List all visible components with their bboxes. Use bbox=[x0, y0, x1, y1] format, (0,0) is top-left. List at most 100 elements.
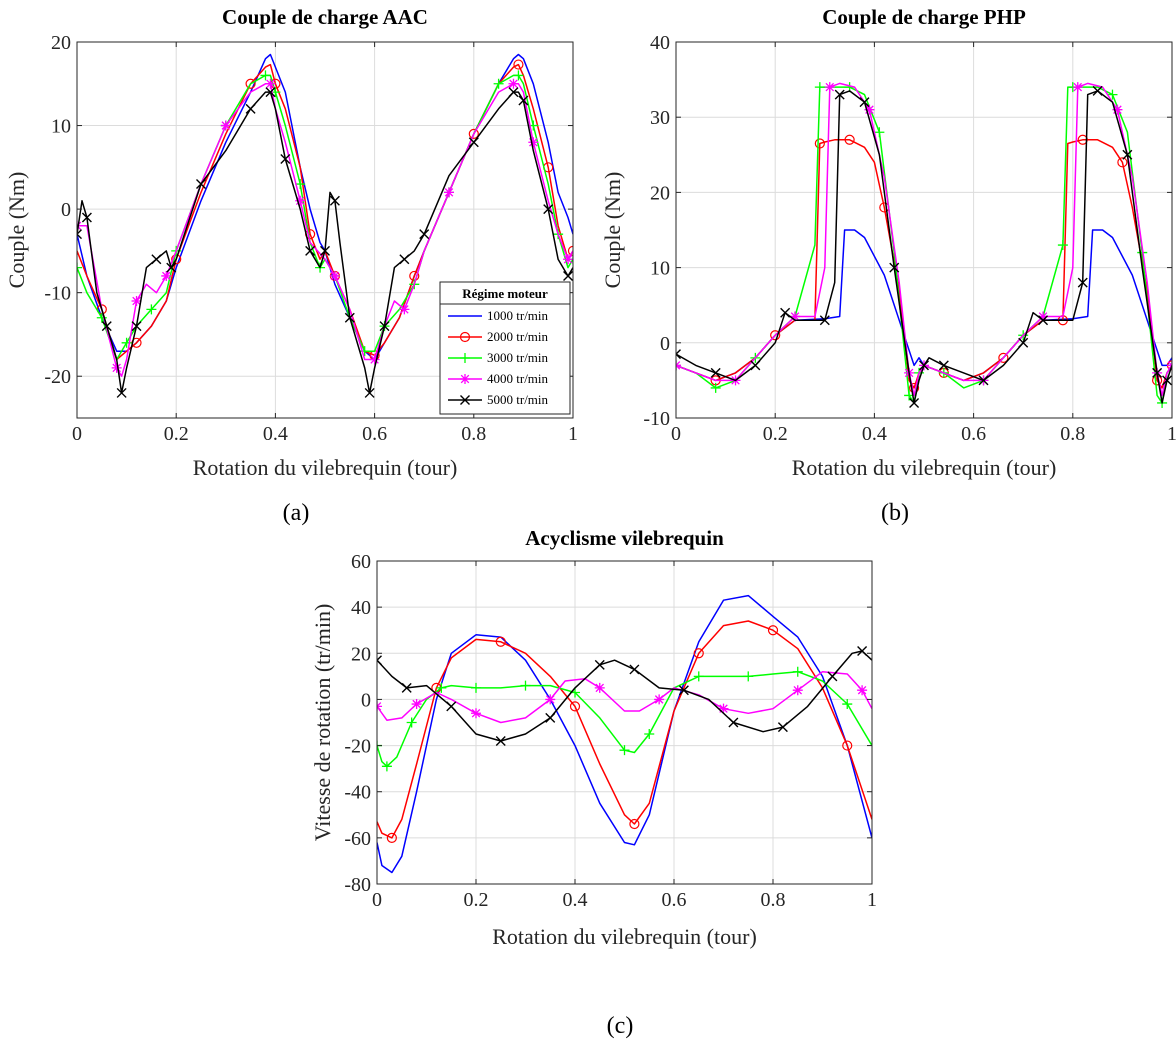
series-marker-4 bbox=[369, 354, 380, 365]
series-marker-3 bbox=[406, 717, 417, 728]
series-marker-3 bbox=[710, 382, 721, 393]
series-marker-4 bbox=[295, 195, 306, 206]
series-marker-4 bbox=[471, 708, 481, 719]
series-marker-5 bbox=[819, 315, 830, 326]
series-marker-2 bbox=[569, 701, 581, 712]
series-marker-5 bbox=[827, 671, 838, 682]
series-marker-2 bbox=[245, 78, 256, 89]
series-marker-2 bbox=[1117, 157, 1128, 168]
series-marker-4 bbox=[528, 137, 539, 148]
panel-caption: (b) bbox=[881, 500, 909, 526]
series-marker-5 bbox=[377, 655, 382, 666]
y-tick-label: 10 bbox=[51, 116, 71, 138]
series-marker-5 bbox=[81, 212, 92, 223]
series-marker-3 bbox=[619, 745, 630, 756]
x-tick-label: 0.8 bbox=[761, 889, 786, 911]
y-tick-label: 0 bbox=[361, 689, 371, 711]
series-marker-5 bbox=[1092, 85, 1103, 96]
series-marker-5 bbox=[399, 254, 410, 265]
series-marker-5 bbox=[909, 397, 920, 408]
y-tick-label: 20 bbox=[51, 32, 71, 54]
series-marker-5 bbox=[777, 722, 788, 733]
series-marker-5 bbox=[728, 717, 739, 728]
series-marker-5 bbox=[1018, 337, 1029, 348]
legend-entry: 4000 tr/min bbox=[487, 371, 549, 386]
series-marker-5 bbox=[1162, 375, 1172, 386]
legend-marker bbox=[460, 353, 470, 363]
x-tick-label: 0 bbox=[671, 423, 681, 445]
series-marker-2 bbox=[814, 138, 825, 149]
y-tick-label: 0 bbox=[61, 199, 71, 221]
series-marker-5 bbox=[265, 87, 276, 98]
panel-caption: (c) bbox=[607, 1013, 634, 1039]
y-tick-label: 40 bbox=[650, 32, 670, 54]
x-axis-label: Rotation du vilebrequin (tour) bbox=[792, 455, 1057, 480]
series-group bbox=[676, 82, 1172, 408]
legend-title: Régime moteur bbox=[462, 286, 548, 301]
series-marker-5 bbox=[379, 321, 390, 332]
x-tick-label: 0.2 bbox=[763, 423, 788, 445]
series-marker-3 bbox=[359, 346, 370, 357]
x-tick-label: 0.2 bbox=[464, 889, 489, 911]
series-marker-2 bbox=[513, 59, 524, 70]
y-axis-label: Vitesse de rotation (tr/min) bbox=[310, 604, 335, 842]
x-tick-label: 1 bbox=[568, 423, 578, 445]
series-marker-5 bbox=[116, 387, 127, 398]
y-tick-label: 60 bbox=[351, 551, 371, 573]
chart-panel-2: 0 0.2 0.4 0.6 0.8 1 -80 -60 -40 -20 0 20 40 60 Acyclis… bbox=[310, 526, 877, 1039]
y-tick-label: 20 bbox=[351, 643, 371, 665]
x-tick-label: 0.6 bbox=[362, 423, 387, 445]
chart-title: Acyclisme vilebrequin bbox=[525, 526, 724, 550]
series-marker-5 bbox=[364, 387, 375, 398]
series-marker-5 bbox=[245, 103, 256, 114]
series-marker-4 bbox=[265, 78, 276, 89]
series-marker-4 bbox=[545, 694, 556, 705]
series-marker-3 bbox=[260, 70, 271, 81]
series-marker-4 bbox=[411, 699, 422, 710]
x-tick-label: 0.6 bbox=[662, 889, 687, 911]
series-marker-2 bbox=[386, 832, 397, 843]
series-marker-4 bbox=[654, 694, 665, 705]
series-marker-3 bbox=[874, 127, 885, 138]
series-marker-4 bbox=[131, 296, 142, 307]
panel-caption: (a) bbox=[283, 500, 310, 526]
series-line-2 bbox=[377, 620, 872, 839]
legend-entry: 2000 tr/min bbox=[487, 329, 549, 344]
x-tick-label: 1 bbox=[867, 889, 877, 911]
series-marker-4 bbox=[444, 187, 454, 198]
x-tick-label: 0 bbox=[72, 423, 82, 445]
series-marker-5 bbox=[77, 229, 82, 240]
series-marker-3 bbox=[513, 70, 524, 81]
series-marker-2 bbox=[770, 330, 781, 341]
series-marker-3 bbox=[693, 671, 704, 682]
y-axis-label: Couple (Nm) bbox=[600, 172, 625, 289]
x-tick-label: 0.4 bbox=[563, 889, 588, 911]
series-marker-3 bbox=[1057, 240, 1068, 251]
series-marker-5 bbox=[344, 312, 355, 323]
legend-entry: 1000 tr/min bbox=[487, 308, 549, 323]
series-marker-5 bbox=[919, 360, 929, 371]
axes-box bbox=[76, 41, 574, 419]
series-marker-5 bbox=[280, 153, 291, 164]
series-marker-5 bbox=[834, 89, 845, 100]
series-marker-5 bbox=[1122, 149, 1133, 160]
series-marker-4 bbox=[161, 270, 172, 281]
series-marker-5 bbox=[710, 367, 721, 378]
plot-area bbox=[676, 42, 1172, 418]
chart-title: Couple de charge PHP bbox=[822, 5, 1026, 29]
series-line-5 bbox=[77, 91, 573, 394]
y-tick-label: -40 bbox=[344, 782, 371, 804]
series-marker-5 bbox=[859, 97, 870, 108]
series-marker-2 bbox=[767, 625, 779, 636]
series-marker-3 bbox=[842, 699, 853, 710]
y-tick-label: -80 bbox=[344, 874, 371, 896]
x-tick-label: 1 bbox=[1167, 423, 1176, 445]
series-marker-3 bbox=[96, 312, 107, 323]
series-marker-4 bbox=[792, 685, 803, 696]
series-marker-2 bbox=[693, 648, 704, 659]
y-tick-label: 20 bbox=[650, 182, 670, 204]
y-tick-label: -20 bbox=[344, 736, 371, 758]
series-marker-3 bbox=[77, 262, 82, 273]
series-group bbox=[377, 594, 872, 874]
series-marker-3 bbox=[471, 682, 481, 693]
